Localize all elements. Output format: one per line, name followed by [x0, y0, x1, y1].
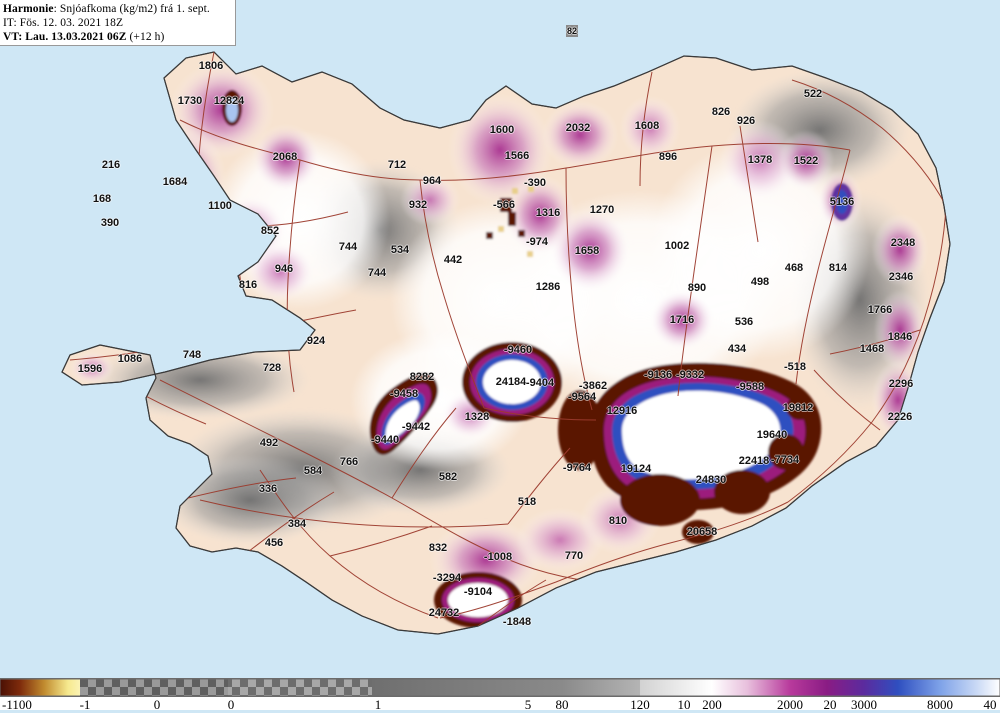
colorbar-tick: 10: [677, 697, 691, 712]
map-canvas[interactable]: 82 1806 1730 12824 2068 216 1684 168 1100 390 852 9…: [0, 0, 1000, 678]
colorbar-tick: 200: [702, 697, 722, 712]
colorbar-tick: 20: [823, 697, 837, 712]
iceland-snow-map: [61, 25, 951, 635]
hofsjokull: [462, 342, 562, 422]
colorbar-tick: 8000: [927, 697, 953, 712]
colorbar-tick: 80: [555, 697, 569, 712]
colorbar-tick: 3000: [851, 697, 877, 712]
langjokull: [369, 373, 438, 455]
coastline: [61, 51, 951, 635]
forecast-info-box: Harmonie: Snjóafkoma (kg/m2) frá 1. sept…: [0, 0, 236, 46]
colorbar: -1100 -1 0 0 1 5 10 20 40 80 120 200 2000 3000 8000: [0, 678, 1000, 712]
colorbar-tick: 1: [374, 697, 382, 712]
colorbar-tick: 2000: [777, 697, 803, 712]
grimsey-island: [566, 25, 578, 37]
colorbar-gradient: [0, 679, 1000, 696]
road-network: [69, 52, 947, 627]
colorbar-tick: 5: [524, 697, 532, 712]
vatnajokull: [590, 362, 822, 511]
valid-time-value: VT: Lau. 13.03.2021 06Z: [3, 31, 127, 43]
colorbar-tick: 0: [153, 697, 161, 712]
model-name: Harmonie: [3, 3, 54, 15]
colorbar-tick: 0: [227, 697, 235, 712]
init-time-line: IT: Fös. 12. 03. 2021 18Z: [3, 17, 124, 29]
valid-time-line: VT: Lau. 13.03.2021 06Z (+12 h): [3, 30, 232, 44]
colorbar-tick: -1100: [2, 697, 32, 712]
valid-time-lead: (+12 h): [126, 31, 165, 43]
model-title-rest: : Snjóafkoma (kg/m2) frá 1. sept.: [53, 3, 210, 15]
colorbar-tick: 40: [983, 697, 997, 712]
colorbar-tick: 120: [630, 697, 650, 712]
colorbar-tick: -1: [79, 697, 91, 712]
colorbar-tick-labels: -1100 -1 0 0 1 5 10 20 40 80 120 200 2000 3000 8000: [0, 696, 1000, 712]
myrdalsjokull: [434, 572, 522, 628]
model-title-line: Harmonie: Snjóafkoma (kg/m2) frá 1. sept…: [3, 2, 232, 16]
